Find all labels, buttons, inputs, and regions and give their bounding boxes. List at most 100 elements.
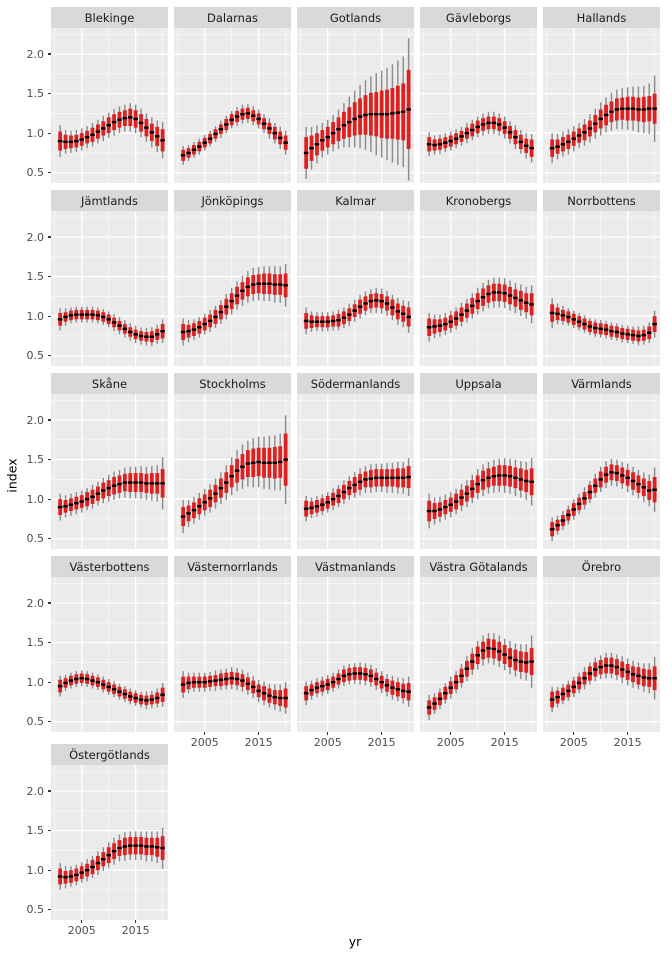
- facet-strip: Stockholms: [174, 373, 291, 394]
- box-whisker: [330, 114, 336, 152]
- box-whisker: [352, 472, 357, 498]
- box-whisker: [309, 497, 314, 519]
- box-whisker: [197, 138, 202, 155]
- median-point: [496, 650, 502, 653]
- box-whisker: [603, 652, 609, 679]
- box-whisker: [213, 126, 218, 142]
- median-point: [529, 660, 534, 663]
- median-point: [272, 131, 278, 135]
- median-point: [57, 875, 63, 878]
- facet-chart: [420, 394, 537, 549]
- box-whisker: [330, 311, 336, 331]
- median-point: [197, 680, 202, 684]
- box-whisker: [513, 125, 518, 149]
- y-tick-mark: [47, 498, 51, 500]
- box-whisker: [625, 463, 630, 493]
- box-whisker: [352, 663, 357, 684]
- x-tick-mark: [81, 920, 83, 923]
- box-whisker: [555, 133, 560, 160]
- median-point: [368, 299, 374, 303]
- median-point: [406, 475, 411, 479]
- box-whisker: [202, 134, 208, 151]
- median-point: [341, 124, 347, 127]
- box-whisker: [625, 325, 630, 344]
- box-whisker: [636, 86, 641, 133]
- box-whisker: [272, 435, 278, 491]
- box-whisker: [368, 289, 374, 314]
- median-point: [598, 327, 603, 331]
- median-point: [636, 334, 641, 338]
- box-whisker: [400, 56, 406, 168]
- median-point: [368, 112, 374, 116]
- median-point: [320, 320, 325, 323]
- box-whisker: [213, 478, 218, 509]
- box-whisker: [390, 462, 395, 493]
- median-point: [133, 333, 138, 336]
- median-point: [213, 492, 218, 495]
- median-point: [357, 115, 363, 118]
- box-whisker: [549, 517, 555, 542]
- box-whisker: [518, 644, 524, 680]
- median-point: [496, 123, 502, 126]
- median-point: [507, 475, 513, 478]
- box-whisker: [646, 663, 652, 694]
- median-point: [223, 481, 229, 484]
- box-whisker: [57, 308, 63, 331]
- median-point: [587, 490, 593, 494]
- box-whisker: [592, 473, 598, 498]
- box-whisker: [368, 664, 374, 687]
- median-point: [341, 490, 347, 494]
- box-whisker: [218, 300, 224, 325]
- median-point: [117, 846, 122, 850]
- box-whisker: [598, 466, 603, 493]
- y-tick-mark: [47, 276, 51, 278]
- median-point: [207, 137, 213, 140]
- facet-chart: [51, 211, 168, 366]
- median-point: [314, 320, 320, 323]
- box-whisker: [122, 832, 128, 861]
- box-whisker: [100, 309, 106, 325]
- median-point: [133, 844, 138, 847]
- box-whisker: [480, 113, 486, 136]
- median-point: [325, 683, 331, 686]
- median-point: [309, 147, 314, 150]
- facet-chart: [543, 211, 660, 366]
- y-tick-label: 1.0: [26, 492, 45, 506]
- box-whisker: [496, 458, 502, 493]
- median-point: [507, 131, 513, 134]
- x-tick-mark: [135, 920, 137, 923]
- median-point: [469, 304, 475, 308]
- median-point: [368, 674, 374, 678]
- y-tick-mark: [47, 602, 51, 604]
- median-point: [325, 320, 331, 323]
- box-whisker: [395, 60, 401, 165]
- median-point: [555, 312, 560, 316]
- median-point: [272, 461, 278, 465]
- median-point: [566, 140, 571, 144]
- box-whisker: [138, 691, 144, 708]
- median-point: [303, 151, 309, 155]
- median-point: [330, 497, 336, 501]
- median-point: [630, 673, 636, 676]
- facet-strip: Gävleborgs: [420, 7, 537, 28]
- x-axis-title: yr: [348, 934, 362, 949]
- median-point: [652, 322, 657, 326]
- median-point: [646, 107, 652, 110]
- median-point: [502, 292, 507, 295]
- median-point: [426, 706, 432, 709]
- median-point: [486, 646, 491, 650]
- box-whisker: [267, 118, 272, 139]
- box-whisker: [379, 463, 384, 493]
- facet-strip: Gotlands: [297, 7, 414, 28]
- facet-strip-label: Hallands: [576, 10, 627, 25]
- median-point: [523, 479, 529, 483]
- facet-strip-label: Värmlands: [571, 376, 632, 391]
- box-whisker: [641, 472, 647, 503]
- median-point: [138, 481, 144, 484]
- y-tick-label: 1.0: [26, 863, 45, 877]
- median-point: [390, 112, 395, 115]
- box-whisker: [529, 635, 534, 688]
- median-point: [250, 114, 256, 117]
- x-tick-label: 2005: [313, 736, 342, 749]
- median-point: [518, 140, 524, 144]
